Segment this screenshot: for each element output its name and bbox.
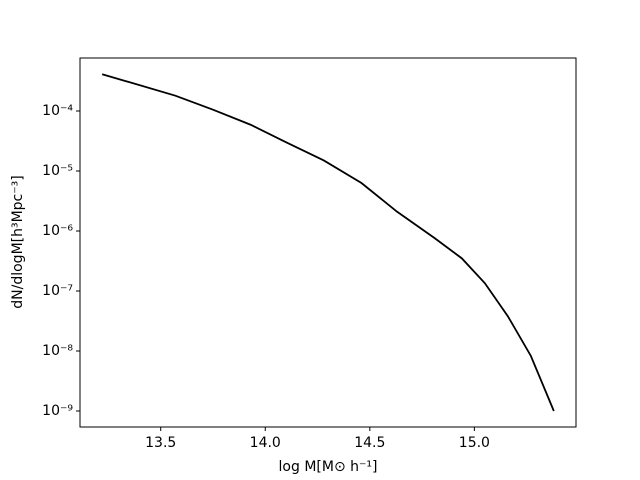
y-tick-label: 10⁻⁹ [42,403,73,419]
x-tick-label: 13.5 [145,435,176,451]
y-tick-label: 10⁻⁶ [42,223,73,239]
y-axis-label: dN/dlogM[h³Mpc⁻³] [10,175,26,308]
data-line [101,73,555,412]
y-tick-label: 10⁻⁴ [42,103,73,119]
y-tick-label: 10⁻⁵ [42,163,73,179]
x-tick-label: 14.0 [250,435,281,451]
y-tick-label: 10⁻⁸ [42,343,73,359]
x-tick-label: 14.5 [354,435,385,451]
x-tick-label: 15.0 [459,435,490,451]
y-tick-label: 10⁻⁷ [42,283,73,299]
x-axis-label: log M[M⊙ h⁻¹] [279,459,378,475]
plot-frame [79,57,577,428]
